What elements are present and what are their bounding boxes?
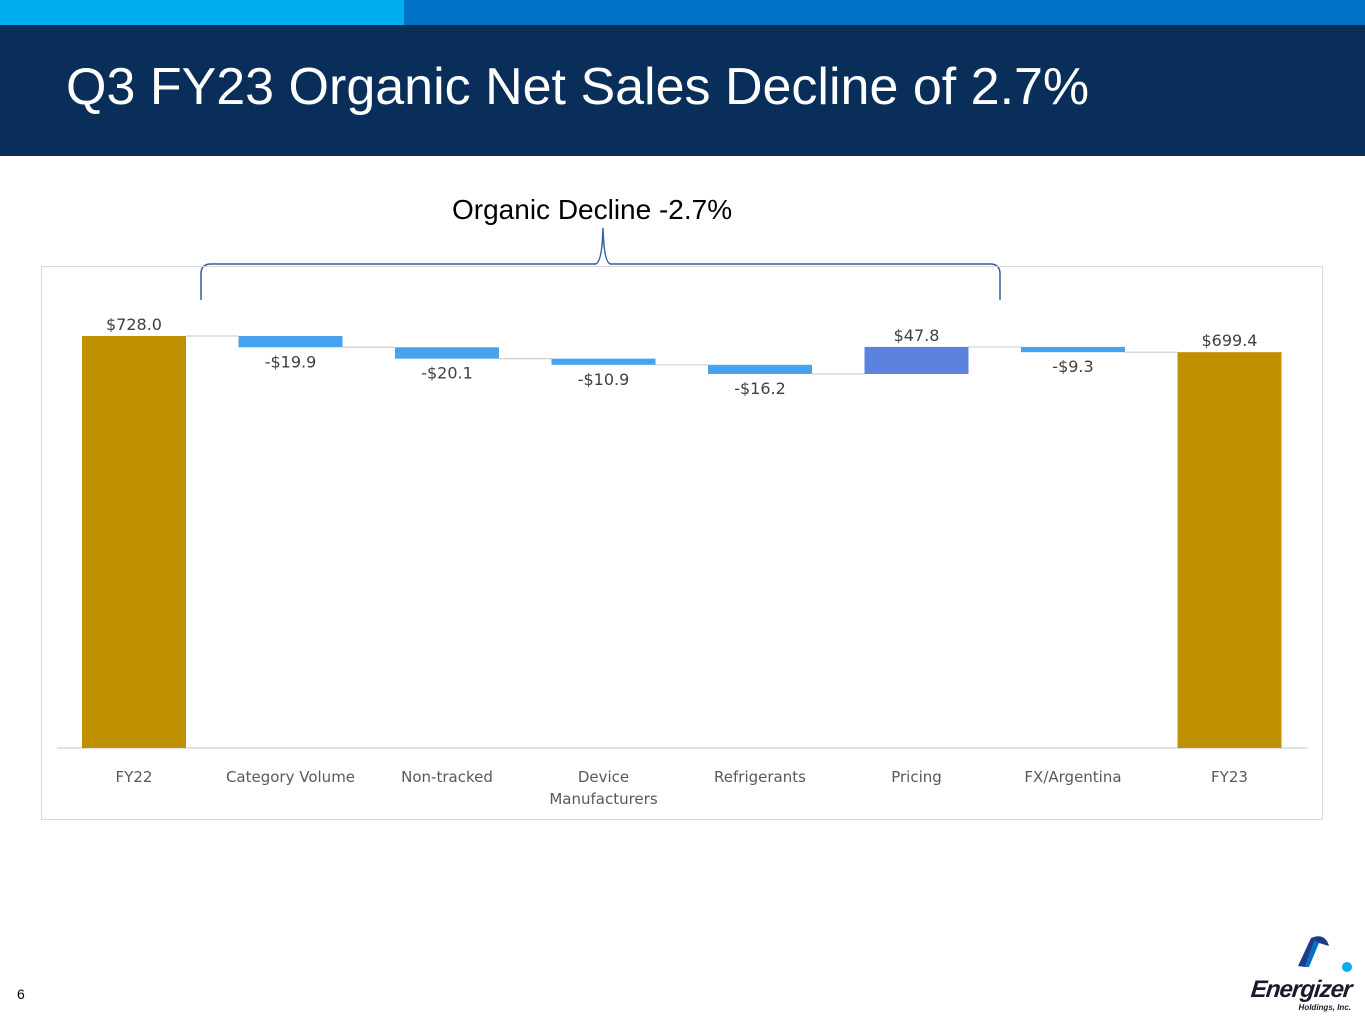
category-label: Category Volume <box>226 768 355 786</box>
data-label: $728.0 <box>106 315 162 334</box>
category-label: Pricing <box>891 768 942 786</box>
data-label: -$16.2 <box>734 379 786 398</box>
bar-fx-argentina <box>1021 346 1125 353</box>
chart-frame <box>41 266 1323 820</box>
data-label: -$20.1 <box>421 364 473 383</box>
page-number: 6 <box>17 986 25 1002</box>
energizer-logo: Energizer Holdings, Inc. <box>1245 934 1357 1016</box>
data-label: $47.8 <box>894 326 940 345</box>
category-label: Non-tracked <box>401 768 493 786</box>
slide-title: Q3 FY23 Organic Net Sales Decline of 2.7… <box>66 58 1090 116</box>
organic-decline-annotation: Organic Decline -2.7% <box>452 194 733 225</box>
category-label: Refrigerants <box>714 768 806 786</box>
data-label: -$9.3 <box>1052 357 1093 376</box>
organic-decline-bracket <box>200 227 1001 300</box>
waterfall-chart: $728.0 FY22 -$19.9 Category Volume -$20.1 Non… <box>57 315 1308 808</box>
category-label: Device <box>578 768 629 786</box>
bar-fy22 <box>82 336 186 748</box>
energizer-logo-wordmark: Energizer <box>1249 976 1353 1003</box>
data-label: -$10.9 <box>578 370 630 389</box>
bar-pricing <box>864 346 969 374</box>
top-accent-bar-light <box>0 0 404 25</box>
category-label: FX/Argentina <box>1024 768 1121 786</box>
bar-non-tracked <box>395 347 499 359</box>
bar-refrigerants <box>708 364 812 374</box>
data-label: -$19.9 <box>265 352 317 371</box>
category-label: FY23 <box>1211 768 1248 786</box>
bar-device-manufacturers <box>551 358 656 365</box>
title-banner <box>0 25 1365 156</box>
data-label: $699.4 <box>1202 331 1258 350</box>
top-accent-bar-dark <box>404 0 1365 25</box>
category-label: FY22 <box>116 768 153 786</box>
bar-fy23 <box>1177 352 1282 748</box>
category-label: Manufacturers <box>549 790 657 808</box>
bar-category-volume <box>238 336 343 348</box>
energizer-logo-subtitle: Holdings, Inc. <box>1298 1003 1351 1012</box>
energizer-logo-mark-icon <box>1298 936 1352 972</box>
